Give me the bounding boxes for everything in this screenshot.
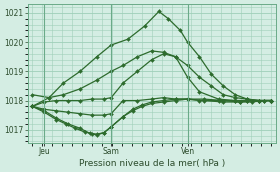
X-axis label: Pression niveau de la mer( hPa ): Pression niveau de la mer( hPa ) [79,159,225,168]
